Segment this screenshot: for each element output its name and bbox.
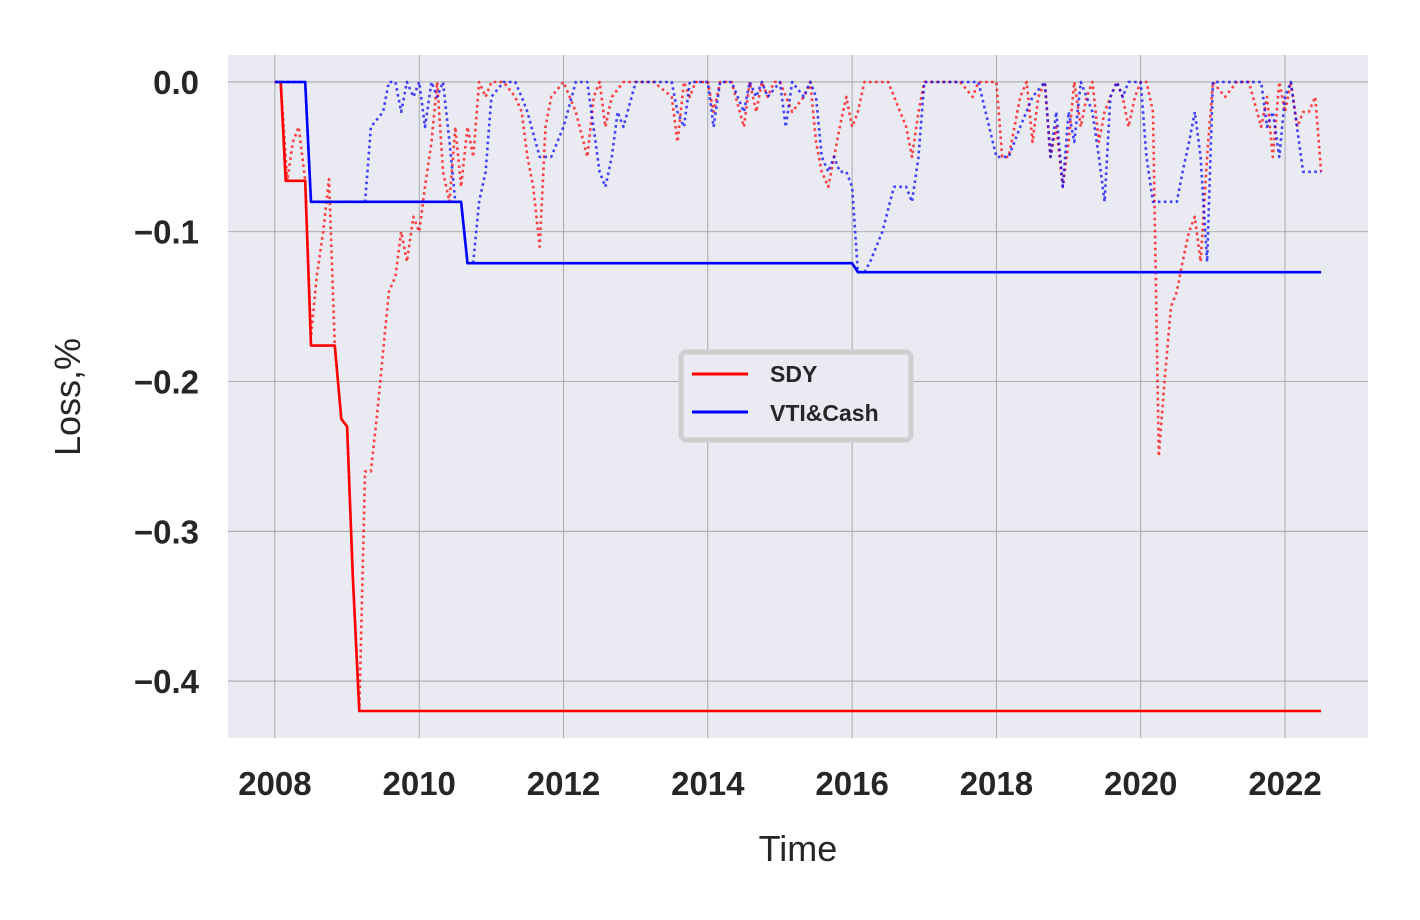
x-tick-label: 2016 [815,765,888,802]
series-line-vti-cash [274,80,1322,274]
legend: SDY VTI&Cash [678,349,914,443]
x-axis-label: Time [759,828,838,869]
x-tick-label: 2012 [527,765,600,802]
x-tick-label: 2014 [671,765,745,802]
tick-labels: 2008 2010 2012 2014 2016 2018 2020 2022 0.0 −0.1 −… [134,64,1322,802]
y-axis-label: Loss,% [47,338,88,456]
y-tick-label: −0.3 [134,513,199,550]
x-tick-label: 2008 [238,765,311,802]
x-tick-label: 2018 [960,765,1033,802]
series-line-sdy [274,80,1322,713]
x-tick-label: 2010 [382,765,455,802]
y-tick-label: 0.0 [153,64,199,101]
series-lines [274,80,1323,713]
y-tick-label: −0.2 [134,364,199,401]
series-line-sdy-drawdown [274,80,1323,713]
legend-label-vti-cash: VTI&Cash [770,400,879,426]
legend-label-sdy: SDY [770,361,817,387]
y-tick-label: −0.4 [134,663,200,700]
x-tick-label: 2022 [1248,765,1321,802]
y-tick-label: −0.1 [134,214,199,251]
x-tick-label: 2020 [1104,765,1177,802]
